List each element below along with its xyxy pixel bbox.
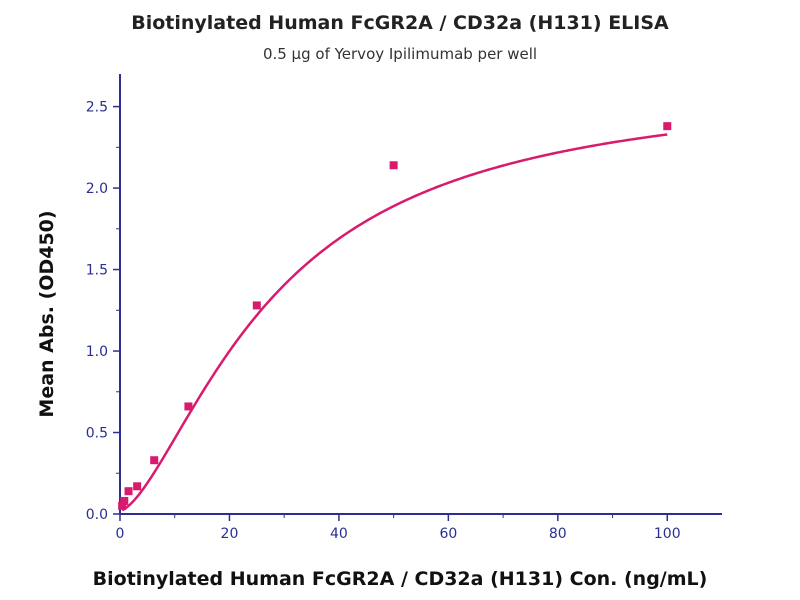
- y-tick-label: 0.5: [86, 426, 108, 442]
- data-point: [389, 161, 398, 170]
- data-point: [124, 487, 133, 496]
- y-tick-label: 0.0: [86, 507, 108, 523]
- data-point: [118, 501, 127, 510]
- y-tick-label: 1.0: [86, 344, 108, 360]
- x-tick-label: 100: [654, 526, 681, 542]
- fit-curve: [121, 133, 668, 512]
- x-axis-title: Biotinylated Human FcGR2A / CD32a (H131)…: [92, 568, 708, 590]
- chart-title: Biotinylated Human FcGR2A / CD32a (H131)…: [131, 12, 669, 34]
- data-points: [118, 122, 672, 510]
- y-axis-title: Mean Abs. (OD450): [36, 210, 58, 418]
- x-tick-label: 0: [116, 526, 125, 542]
- axes: 0.0 0.5 1.0 1.5 2.0 2.5 0 20 40 60 80 100: [86, 74, 722, 542]
- y-tick-label: 2.5: [86, 100, 108, 116]
- data-point: [120, 496, 129, 505]
- data-point: [252, 301, 261, 310]
- x-tick-label: 40: [330, 526, 348, 542]
- x-tick-label: 20: [221, 526, 239, 542]
- x-tick-label: 60: [439, 526, 457, 542]
- y-tick-label: 1.5: [86, 263, 108, 279]
- data-point: [663, 122, 672, 131]
- data-point: [150, 456, 159, 465]
- y-tick-label: 2.0: [86, 181, 108, 197]
- data-point: [184, 402, 193, 411]
- chart-subtitle: 0.5 μg of Yervoy Ipilimumab per well: [262, 45, 538, 63]
- data-point: [133, 482, 142, 491]
- x-tick-label: 80: [549, 526, 567, 542]
